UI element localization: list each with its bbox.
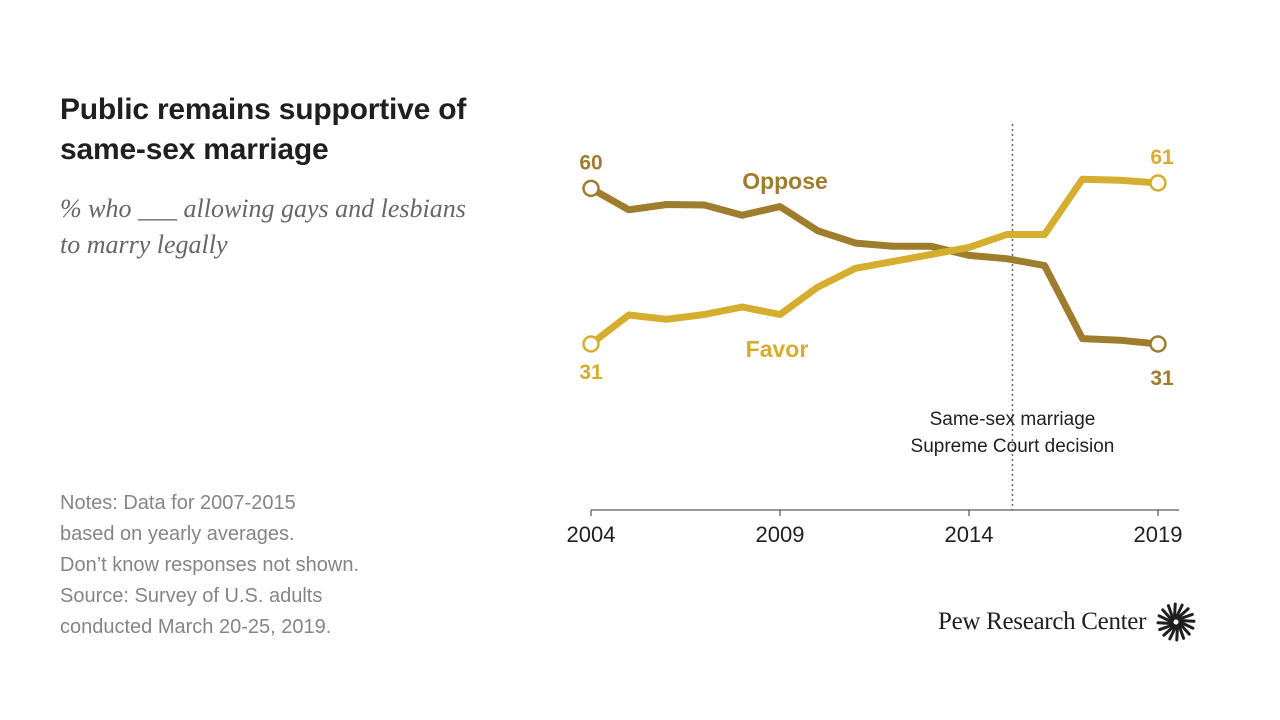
chart-title: Public remains supportive of same-sex ma… <box>60 93 467 166</box>
logo-ray <box>1178 620 1195 630</box>
chart-subtitle: % who ___ allowing gays and lesbians to … <box>60 194 466 259</box>
series-line-favor <box>587 175 1162 348</box>
pew-logo-icon <box>1156 602 1196 642</box>
logo-ray <box>1176 607 1190 620</box>
series-line-oppose <box>587 184 1162 348</box>
notes-line: Don’t know responses not shown. <box>60 554 360 576</box>
logo-ray <box>1177 623 1186 640</box>
logo-ray <box>1178 622 1191 636</box>
brand-name: Pew Research Center <box>938 608 1147 635</box>
marker-end-oppose <box>1149 335 1167 353</box>
logo-ray <box>1158 623 1175 632</box>
x-tick-label: 2019 <box>1134 522 1183 547</box>
marker-start-oppose <box>582 179 600 198</box>
logo-ray <box>1177 612 1194 621</box>
logo-ray <box>1162 624 1177 637</box>
logo-ray <box>1175 624 1180 642</box>
series-label-oppose: Oppose <box>742 168 828 194</box>
notes-line: Source: Survey of U.S. adults <box>60 585 323 607</box>
notes-line: Notes: Data for 2007-2015 <box>60 492 296 514</box>
logo-ray <box>1157 614 1174 624</box>
logo-ray <box>1178 618 1196 623</box>
x-tick-label: 2014 <box>945 522 994 547</box>
logo-ray <box>1174 603 1184 620</box>
data-label-start-oppose: 60 <box>579 151 602 174</box>
data-label-end-favor: 61 <box>1150 146 1174 169</box>
logo-ray <box>1161 608 1174 622</box>
reference-line-label: Supreme Court decision <box>911 436 1115 457</box>
logo-ray <box>1168 624 1178 641</box>
chart-notes: Notes: Data for 2007-2015 based on yearl… <box>60 488 460 643</box>
brand-footer: Pew Research Center <box>938 602 1196 642</box>
logo-ray <box>1156 621 1174 626</box>
series-label-favor: Favor <box>746 336 809 362</box>
data-label-start-favor: 31 <box>579 361 603 384</box>
x-tick-label: 2004 <box>567 522 616 547</box>
data-label-end-oppose: 31 <box>1150 367 1174 390</box>
notes-line: conducted March 20-25, 2019. <box>60 616 332 638</box>
marker-end-favor <box>1149 174 1167 192</box>
logo-ray <box>1167 604 1175 621</box>
x-tick-label: 2009 <box>756 522 805 547</box>
logo-ray <box>1173 602 1177 620</box>
reference-line-label: Same-sex marriage <box>930 409 1096 430</box>
notes-line: based on yearly averages. <box>60 523 295 545</box>
marker-start-favor <box>582 335 600 353</box>
